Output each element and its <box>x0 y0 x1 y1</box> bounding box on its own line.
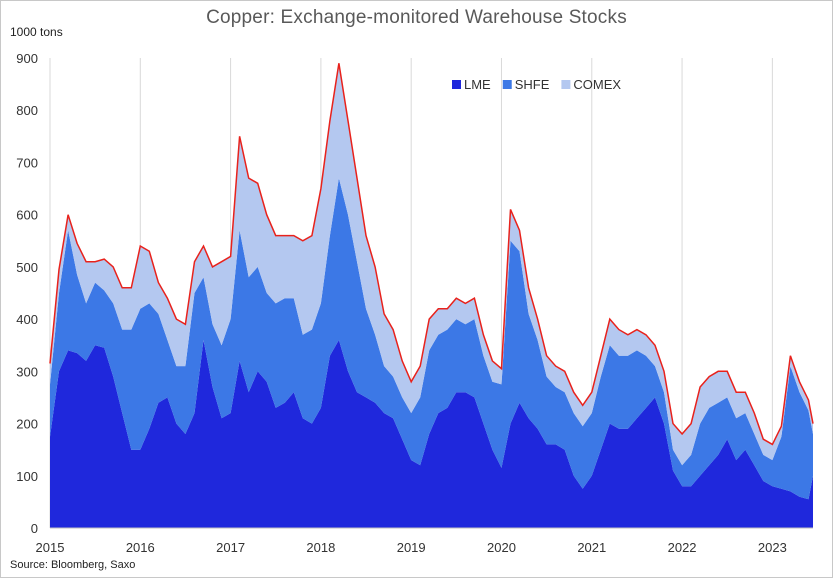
x-tick-label: 2021 <box>577 540 606 555</box>
area-comex <box>50 63 813 466</box>
x-tick-label: 2019 <box>397 540 426 555</box>
legend-label-comex: COMEX <box>573 77 621 92</box>
legend-swatch-shfe <box>502 80 512 89</box>
chart-title: Copper: Exchange-monitored Warehouse Sto… <box>206 7 627 28</box>
y-tick-label: 100 <box>16 469 38 484</box>
y-tick-label: 900 <box>16 51 38 66</box>
y-tick-label: 700 <box>16 155 38 170</box>
y-tick-label: 200 <box>16 417 38 432</box>
y-tick-label: 0 <box>31 521 38 536</box>
x-tick-label: 2023 <box>758 540 787 555</box>
y-tick-label: 600 <box>16 208 38 223</box>
y-axis-unit: 1000 tons <box>10 25 63 39</box>
legend-label-shfe: SHFE <box>515 77 550 92</box>
x-tick-label: 2018 <box>306 540 335 555</box>
x-tick-label: 2020 <box>487 540 516 555</box>
y-tick-label: 400 <box>16 312 38 327</box>
area-lme <box>50 340 813 528</box>
x-tick-label: 2015 <box>36 540 65 555</box>
y-tick-label: 300 <box>16 364 38 379</box>
x-tick-label: 2017 <box>216 540 245 555</box>
x-tick-label: 2022 <box>668 540 697 555</box>
legend-swatch-lme <box>452 80 461 89</box>
x-tick-label: 2016 <box>126 540 155 555</box>
y-tick-label: 500 <box>16 260 38 275</box>
source-note: Source: Bloomberg, Saxo <box>10 559 136 571</box>
total-line <box>49 63 814 446</box>
legend-swatch-comex <box>561 80 571 89</box>
legend-label-lme: LME <box>464 77 491 92</box>
y-tick-label: 800 <box>16 103 38 118</box>
area-shfe <box>50 178 813 500</box>
